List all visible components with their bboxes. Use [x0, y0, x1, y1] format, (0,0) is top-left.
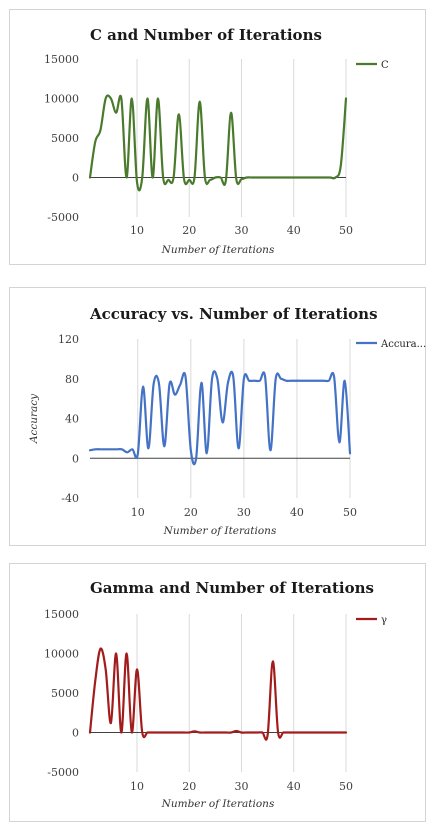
chart-c-xtick-label: 30 [235, 224, 249, 237]
chart-gamma-svg: Gamma and Number of Iterations -5000 0 5000… [44, 579, 387, 810]
chart-gamma-xtick-label: 40 [287, 780, 301, 793]
chart-c-xtick-label: 10 [130, 224, 144, 237]
chart-accuracy-xtick-label: 40 [290, 506, 304, 519]
chart-c-xtick-label: 50 [339, 224, 353, 237]
chart-c-xlabel: Number of Iterations [161, 244, 275, 256]
chart-accuracy-ytick-label: 80 [65, 373, 79, 386]
chart-c-ytick-label: 5000 [51, 132, 79, 145]
chart-gamma-ytick-label: 5000 [51, 687, 79, 700]
chart-accuracy-xtick-label: 10 [131, 506, 145, 519]
chart-c-series-line [88, 94, 348, 192]
chart-panel-c: C and Number of Iterations -5000 0 5000 1000… [9, 9, 426, 265]
chart-gamma-legend-label: γ [381, 615, 387, 626]
chart-c-xtick-label: 20 [182, 224, 196, 237]
chart-gamma-xtick-label: 10 [130, 780, 144, 793]
chart-accuracy-xtick-label: 20 [184, 506, 198, 519]
chart-gamma-xtick-label: 20 [182, 780, 196, 793]
chart-gamma-xtick-label: 30 [235, 780, 249, 793]
chart-accuracy-ytick-label: 40 [65, 413, 79, 426]
chart-c-ytick-label: 10000 [44, 93, 79, 106]
chart-c-title: C and Number of Iterations [90, 26, 322, 44]
chart-gamma-title: Gamma and Number of Iterations [90, 579, 374, 597]
chart-accuracy-ytick-label: 120 [58, 333, 79, 346]
chart-accuracy-xtick-label: 30 [237, 506, 251, 519]
chart-c-ytick-label: -5000 [47, 211, 79, 224]
chart-accuracy-xlabel: Number of Iterations [163, 525, 277, 537]
chart-c-legend-label: C [381, 60, 389, 71]
chart-c-svg: C and Number of Iterations -5000 0 5000 1000… [44, 26, 389, 256]
chart-accuracy-title: Accuracy vs. Number of Iterations [89, 305, 378, 323]
chart-gamma-ytick-label: 10000 [44, 648, 79, 661]
chart-accuracy-xtick-label: 50 [343, 506, 357, 519]
chart-gamma-ytick-label: -5000 [47, 766, 79, 779]
chart-c-ytick-label: 15000 [44, 53, 79, 66]
chart-accuracy-series-line [88, 370, 352, 466]
chart-accuracy-ytick-label: -40 [61, 492, 79, 505]
chart-gamma-xlabel: Number of Iterations [161, 798, 275, 810]
chart-accuracy-svg: Accuracy vs. Number of Iterations -40 0 40 8… [28, 305, 426, 537]
chart-c-ytick-label: 0 [72, 172, 79, 185]
chart-gamma-ytick-label: 15000 [44, 608, 79, 621]
chart-gamma-series-line [88, 647, 348, 741]
chart-panel-accuracy: Accuracy vs. Number of Iterations -40 0 40 8… [9, 287, 426, 546]
chart-c-xtick-label: 40 [287, 224, 301, 237]
chart-accuracy-ylabel: Accuracy [28, 393, 40, 444]
chart-accuracy-legend-label: Accura... [380, 339, 426, 350]
chart-gamma-ytick-label: 0 [72, 727, 79, 740]
chart-accuracy-ytick-label: 0 [72, 452, 79, 465]
chart-gamma-xtick-label: 50 [339, 780, 353, 793]
chart-panel-gamma: Gamma and Number of Iterations -5000 0 5000… [9, 563, 426, 822]
